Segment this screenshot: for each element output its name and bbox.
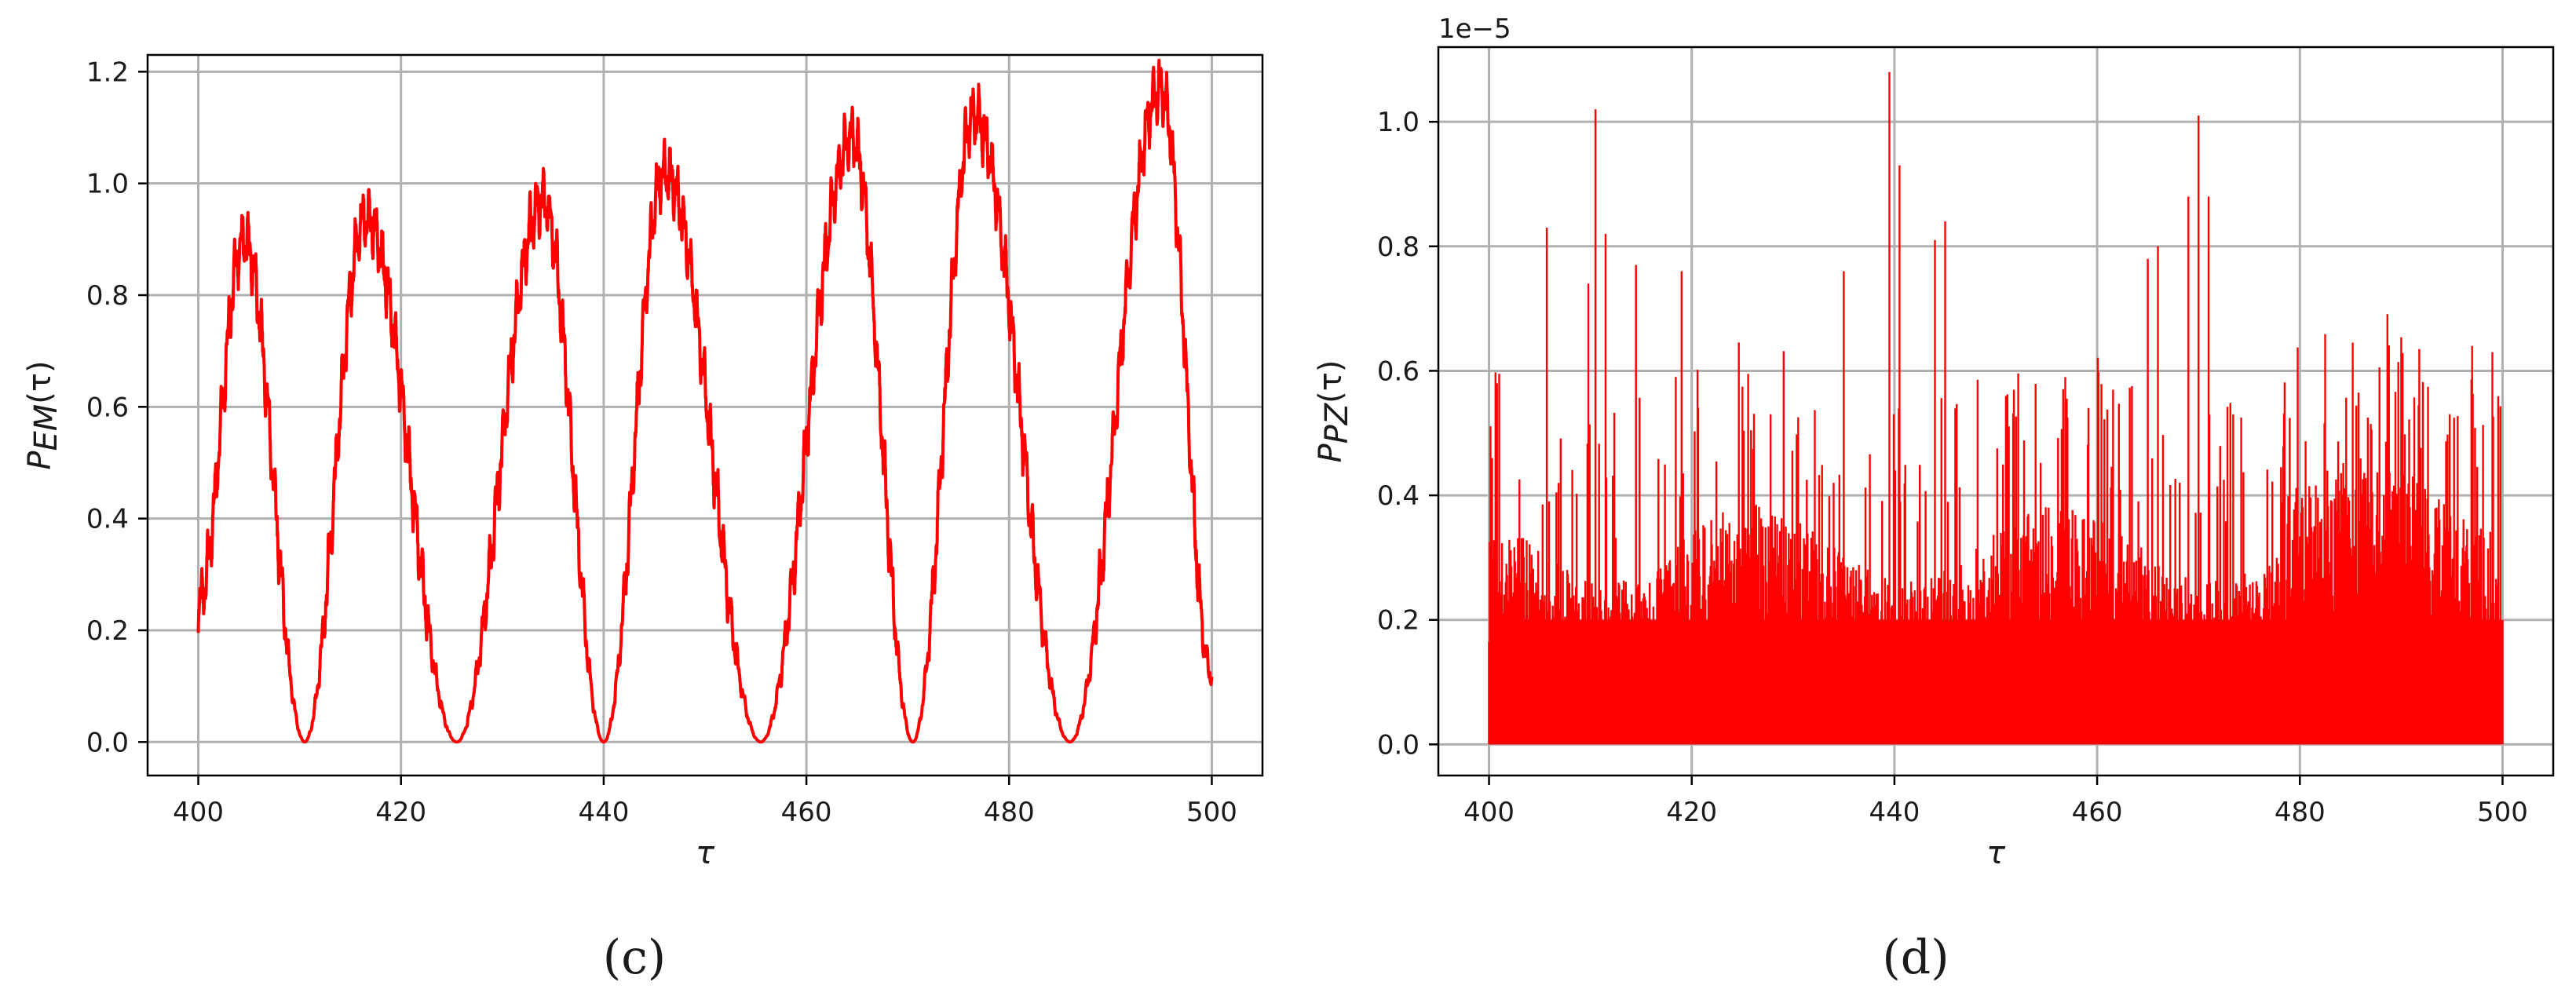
chart-c-panel-label: (c) bbox=[603, 930, 666, 985]
y-tick-label: 1.2 bbox=[86, 57, 129, 88]
y-tick-label: 0.2 bbox=[1377, 605, 1420, 637]
y-tick-label: 0.4 bbox=[1377, 480, 1420, 512]
x-tick-label: 460 bbox=[2072, 797, 2123, 828]
chart-d-y-tick-labels: 0.0 0.2 0.4 0.6 0.8 1.0 bbox=[1377, 107, 1420, 761]
y-tick-label: 0.6 bbox=[86, 392, 129, 423]
y-tick-label: 1.0 bbox=[86, 169, 129, 200]
chart-d-y-axis-label: PPZ(τ) bbox=[1313, 360, 1355, 463]
x-tick-label: 420 bbox=[375, 797, 426, 828]
chart-d-panel-label: (d) bbox=[1882, 930, 1949, 985]
x-tick-label: 440 bbox=[578, 797, 629, 828]
chart-d-x-tick-labels: 400 420 440 460 480 500 bbox=[1463, 797, 2528, 828]
chart-c: 400 420 440 460 480 500 0.0 0.2 0.4 0.6 0.8 1.0 1.2… bbox=[22, 53, 1264, 985]
series-area-p-pz-base bbox=[1489, 619, 2503, 745]
y-tick-label: 0.2 bbox=[86, 615, 129, 647]
chart-c-ticks bbox=[138, 71, 1213, 785]
chart-d-ticks bbox=[1429, 120, 2504, 785]
chart-d: 400 420 440 460 480 500 0.0 0.2 0.4 0.6 0.8 1.0 1e… bbox=[1313, 13, 2555, 985]
series-line-p-em bbox=[196, 58, 1214, 744]
y-tick-label: 0.6 bbox=[1377, 356, 1420, 387]
chart-d-x-axis-label: τ bbox=[1986, 835, 2006, 871]
x-tick-label: 460 bbox=[781, 797, 832, 828]
y-tick-label: 1.0 bbox=[1377, 107, 1420, 138]
y-tick-label: 0.0 bbox=[86, 727, 129, 758]
x-tick-label: 400 bbox=[173, 797, 224, 828]
chart-d-frame bbox=[1437, 46, 2555, 777]
y-tick-label: 0.8 bbox=[86, 280, 129, 312]
x-tick-label: 400 bbox=[1463, 797, 1515, 828]
x-tick-label: 500 bbox=[1186, 797, 1237, 828]
x-tick-label: 480 bbox=[2275, 797, 2326, 828]
chart-c-y-axis-label: PEM(τ) bbox=[22, 360, 64, 469]
x-tick-label: 440 bbox=[1869, 797, 1920, 828]
y-tick-label: 0.8 bbox=[1377, 232, 1420, 263]
chart-c-frame bbox=[146, 53, 1264, 777]
chart-c-y-tick-labels: 0.0 0.2 0.4 0.6 0.8 1.0 1.2 bbox=[86, 57, 129, 758]
x-tick-label: 500 bbox=[2477, 797, 2528, 828]
y-tick-label: 0.4 bbox=[86, 504, 129, 535]
chart-c-grid bbox=[148, 55, 1262, 776]
y-tick-label: 0.0 bbox=[1377, 729, 1420, 761]
chart-c-x-axis-label: τ bbox=[696, 835, 715, 871]
chart-d-series bbox=[1488, 71, 2504, 745]
x-tick-label: 480 bbox=[984, 797, 1035, 828]
x-tick-label: 420 bbox=[1666, 797, 1717, 828]
chart-d-exponent-label: 1e−5 bbox=[1438, 13, 1511, 45]
chart-c-x-tick-labels: 400 420 440 460 480 500 bbox=[173, 797, 1237, 828]
chart-c-series bbox=[196, 58, 1214, 744]
